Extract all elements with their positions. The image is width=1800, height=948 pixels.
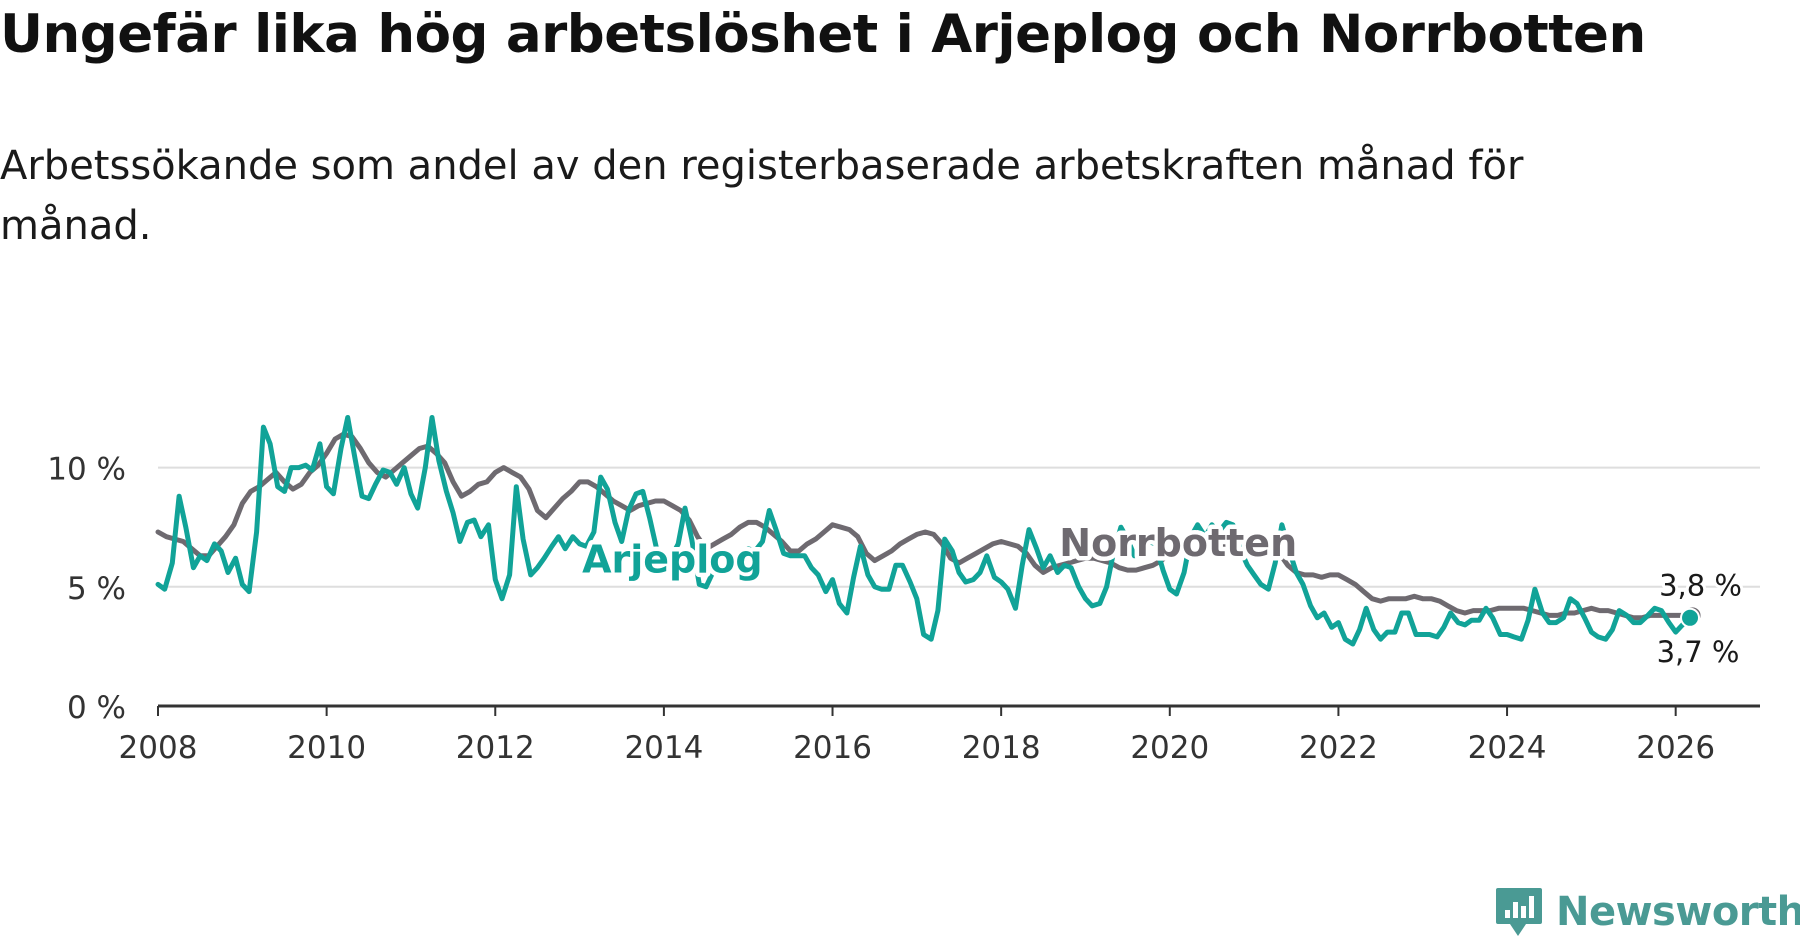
series-lines [155,415,1703,647]
x-tick-label: 2024 [1468,730,1547,766]
x-tick-label: 2010 [287,730,366,766]
brand-logo: Newsworthy [1494,886,1800,938]
x-tick-label: 2012 [456,730,535,766]
x-tick-label: 2026 [1636,730,1715,766]
y-tick-label: 10 % [47,452,126,488]
chart-title: Ungefär lika hög arbetslöshet i Arjeplog… [0,4,1646,65]
brand-name: Newsworthy [1556,889,1800,935]
x-tick-label: 2016 [793,730,872,766]
series-label-arjeplog: Arjeplog [582,537,762,581]
series-line-norrbotten [155,431,1695,621]
x-tick-label: 2008 [119,730,198,766]
chart-subtitle: Arbetssökande som andel av den registerb… [0,143,1524,249]
end-value-label-arjeplog: 3,7 % [1657,635,1740,669]
axes: 0 % 5 % 10 % 2008 2010 2012 2014 2016 2018 2020 20… [47,452,1760,766]
end-value-label-norrbotten: 3,8 % [1659,568,1742,602]
newsworthy-logo-icon [1496,888,1542,936]
line-chart: 0 % 5 % 10 % 2008 2010 2012 2014 2016 2018 2020 20… [47,415,1760,766]
series-line-arjeplog [155,415,1693,647]
end-point-arjeplog [1680,607,1701,628]
x-tick-label: 2022 [1299,730,1378,766]
x-tick-label: 2020 [1130,730,1209,766]
series-label-norrbotten: Norrbotten [1059,521,1297,565]
x-tick-label: 2018 [962,730,1041,766]
y-tick-label: 0 % [67,690,126,726]
x-tick-label: 2014 [624,730,703,766]
y-tick-label: 5 % [67,571,126,607]
series-labels: Norrbotten Arjeplog 3,8 % 3,7 % [578,516,1745,671]
